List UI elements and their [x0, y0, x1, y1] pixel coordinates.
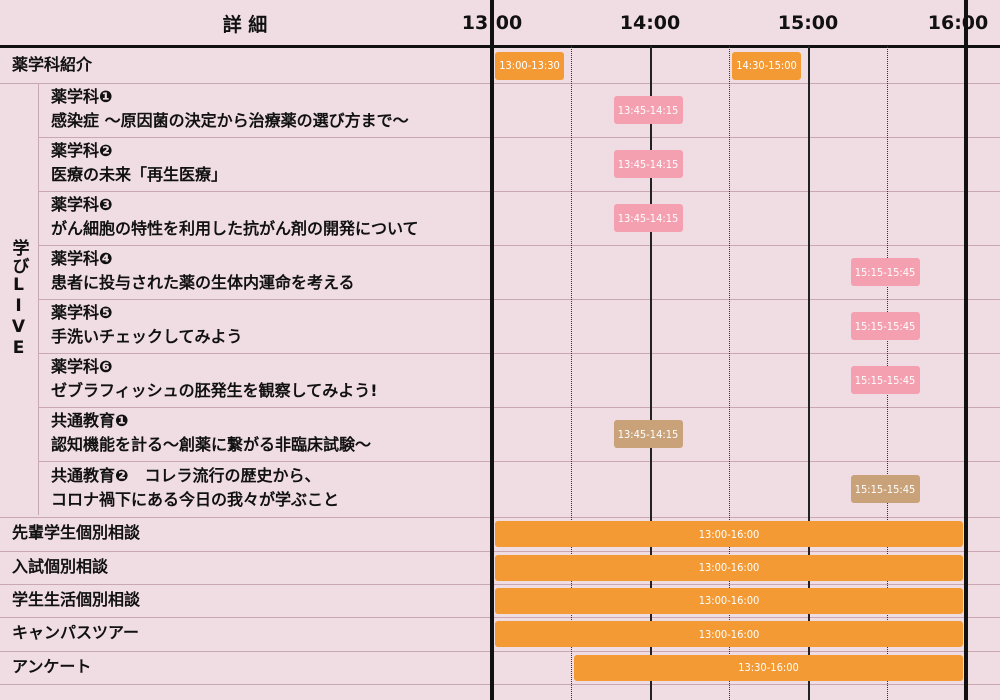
- row-title: 先輩学生個別相談: [12, 523, 141, 542]
- session-number: 薬学科❷: [51, 141, 113, 160]
- row-divider: [38, 245, 1000, 246]
- session-number: 共通教育❷ コレラ流行の歴史から、: [51, 466, 321, 485]
- time-header-1400: 14:00: [619, 12, 681, 34]
- session-bar[interactable]: 13:30-16:00: [574, 654, 963, 681]
- time-gridline: [490, 0, 494, 700]
- session-number: 薬学科❸: [51, 195, 113, 214]
- sidebar-group-text: 学びLIVE: [8, 239, 29, 359]
- session-bar[interactable]: 13:00-16:00: [495, 587, 963, 614]
- session-title: 医療の未来「再生医療」: [51, 165, 228, 184]
- row-divider: [0, 517, 1000, 518]
- row-divider: [0, 551, 1000, 552]
- row-divider: [0, 584, 1000, 585]
- session-bar[interactable]: 13:45-14:15: [613, 420, 683, 448]
- row-title: 学生生活個別相談: [12, 589, 141, 609]
- row-divider: [38, 191, 1000, 192]
- row-divider: [0, 617, 1000, 618]
- session-title: 感染症 〜原因菌の決定から治療薬の選び方まで〜: [51, 111, 409, 130]
- time-gridline: [729, 46, 730, 700]
- header-divider: [0, 45, 1000, 48]
- session-bar[interactable]: 13:00-16:00: [495, 521, 963, 547]
- row-divider: [38, 353, 1000, 354]
- row-divider: [0, 684, 1000, 685]
- row-title: 入試個別相談: [12, 556, 109, 576]
- time-gridline: [571, 46, 572, 700]
- session-bar[interactable]: 15:15-15:45: [850, 312, 920, 340]
- session-title: 手洗いチェックしてみよう: [51, 327, 243, 346]
- session-number: 薬学科❺: [51, 303, 113, 322]
- session-title: コロナ禍下にある今日の我々が学ぶこと: [51, 490, 340, 509]
- session-bar[interactable]: 13:00-16:00: [495, 621, 963, 647]
- row-title: 薬学科紹介: [12, 54, 93, 74]
- row-divider: [38, 299, 1000, 300]
- row-divider: [0, 651, 1000, 652]
- time-gridline: [964, 0, 968, 700]
- session-bar[interactable]: 13:00-13:30: [495, 51, 564, 80]
- details-header: 詳 細: [222, 13, 268, 36]
- session-title: がん細胞の特性を利用した抗がん剤の開発について: [51, 219, 419, 238]
- session-title: 患者に投与された薬の生体内運命を考える: [51, 273, 355, 292]
- row-title: キャンパスツアー: [12, 623, 140, 642]
- time-header-1500: 15:00: [777, 12, 839, 34]
- session-title: 認知機能を計る〜創薬に繋がる非臨床試験〜: [51, 435, 372, 454]
- session-number: 共通教育❶: [51, 411, 129, 430]
- session-bar[interactable]: 14:30-15:00: [732, 51, 801, 80]
- session-number: 薬学科❹: [51, 249, 113, 268]
- time-header-1600: 16:00: [927, 12, 989, 34]
- time-gridline: [650, 46, 652, 700]
- session-bar[interactable]: 13:45-14:15: [613, 204, 683, 232]
- row-divider: [38, 461, 1000, 462]
- session-bar[interactable]: 15:15-15:45: [850, 366, 920, 394]
- row-title: アンケート: [12, 656, 92, 676]
- row-divider: [38, 407, 1000, 408]
- session-bar[interactable]: 15:15-15:45: [850, 475, 920, 503]
- session-number: 薬学科❻: [51, 357, 113, 376]
- session-bar[interactable]: 13:00-16:00: [495, 554, 963, 581]
- row-divider: [38, 137, 1000, 138]
- session-title: ゼブラフィッシュの胚発生を観察してみよう!: [51, 381, 378, 400]
- session-bar[interactable]: 13:45-14:15: [613, 96, 683, 124]
- time-gridline: [808, 46, 810, 700]
- sidebar-group-label: 学びLIVE: [0, 83, 39, 515]
- session-bar[interactable]: 15:15-15:45: [850, 258, 920, 286]
- row-divider: [0, 83, 1000, 84]
- session-number: 薬学科❶: [51, 87, 113, 106]
- session-bar[interactable]: 13:45-14:15: [613, 150, 683, 178]
